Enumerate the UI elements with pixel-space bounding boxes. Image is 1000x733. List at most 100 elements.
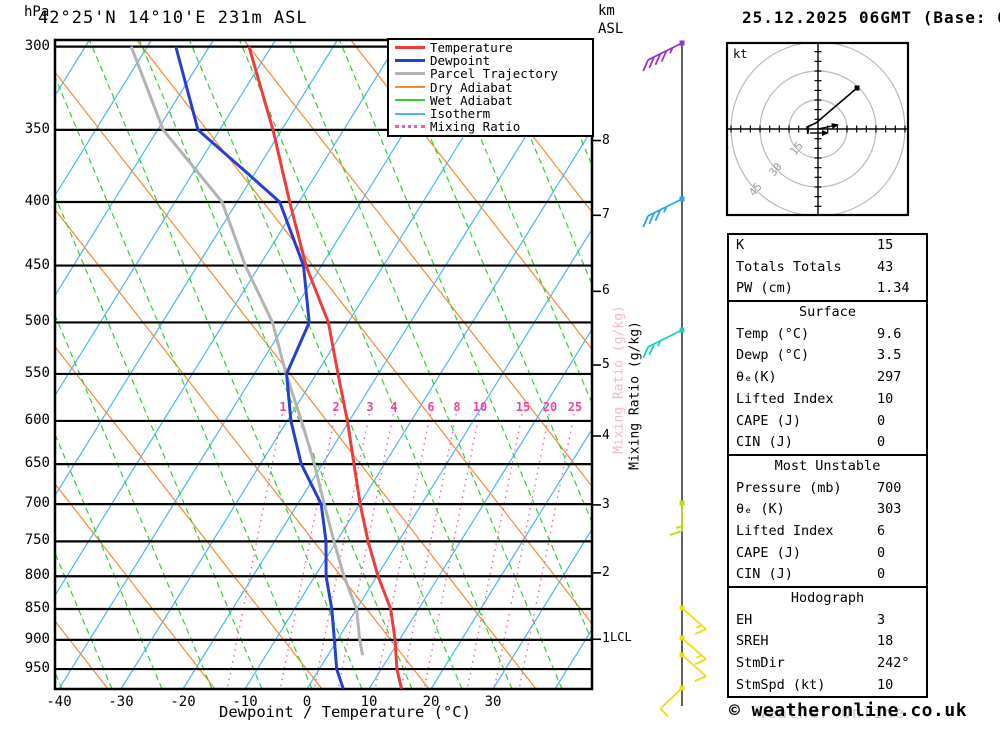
stats-row-label: θₑ(K) bbox=[736, 369, 777, 386]
pressure-tick-label: 850 bbox=[24, 600, 50, 616]
stats-row-value: 0 bbox=[877, 544, 886, 561]
legend-item-label: Temperature bbox=[430, 40, 513, 56]
legend-item-label: Mixing Ratio bbox=[430, 119, 521, 135]
km-tick-label: 6 bbox=[602, 283, 610, 299]
pressure-tick-label: 300 bbox=[24, 37, 50, 54]
mixing-ratio-value-label: 2 bbox=[332, 400, 340, 414]
stats-row: EH 3 bbox=[729, 610, 926, 632]
stats-box: Hodograph EH 3 SREH 18 StmDir 242° StmSpd (kt) 1… bbox=[727, 586, 928, 699]
stats-row-value: 0 bbox=[877, 434, 886, 451]
stats-row: CIN (J) 0 bbox=[729, 564, 926, 586]
pressure-tick-label: 950 bbox=[24, 660, 50, 677]
stats-row-label: CIN (J) bbox=[736, 566, 793, 583]
temperature-tick-label: 0 bbox=[302, 694, 312, 710]
stats-row: CIN (J) 0 bbox=[729, 432, 926, 454]
km-axis-unit: km bbox=[598, 3, 615, 19]
temperature-tick-label: -30 bbox=[108, 694, 134, 710]
stats-row: K 15 bbox=[729, 235, 926, 257]
legend-item: Mixing Ratio bbox=[389, 120, 592, 133]
mixing-ratio-value-label: 8 bbox=[453, 400, 461, 414]
km-tick-label: 8 bbox=[602, 132, 610, 148]
stats-row-value: 9.6 bbox=[877, 325, 902, 342]
stats-row-value: 0 bbox=[877, 412, 886, 429]
km-tick-label: 2 bbox=[602, 564, 610, 580]
km-tick-label: 5 bbox=[602, 357, 610, 373]
stats-box-title: Most Unstable bbox=[774, 457, 881, 474]
wind-barb bbox=[659, 685, 685, 718]
stats-row: CAPE (J) 0 bbox=[729, 411, 926, 433]
stats-row: Totals Totals 43 bbox=[729, 257, 926, 279]
pressure-tick-label: 900 bbox=[24, 630, 50, 647]
dewpoint-curve bbox=[174, 46, 345, 689]
stats-row-value: 297 bbox=[877, 369, 902, 386]
hodograph-unit-label: kt bbox=[733, 47, 748, 61]
stats-row-label: PW (cm) bbox=[736, 280, 793, 297]
stats-row: θₑ (K) 303 bbox=[729, 499, 926, 521]
stats-row-label: K bbox=[736, 237, 745, 253]
pressure-tick-label: 550 bbox=[24, 364, 50, 381]
stats-row-value: 1.34 bbox=[877, 280, 910, 297]
temperature-tick-label: 20 bbox=[422, 694, 440, 710]
stats-row: Lifted Index 10 bbox=[729, 389, 926, 411]
watermark-text: Weather Online bbox=[756, 703, 905, 722]
pressure-tick-label: 700 bbox=[24, 495, 50, 512]
stats-row: CAPE (J) 0 bbox=[729, 543, 926, 565]
stats-row-value: 242° bbox=[877, 655, 910, 672]
stats-box-title: Hodograph bbox=[790, 590, 865, 606]
legend-item: Dewpoint bbox=[389, 54, 592, 67]
pressure-tick-label: 350 bbox=[24, 120, 50, 137]
temperature-tick-label: 30 bbox=[484, 694, 502, 710]
parcel-trajectory-curve bbox=[129, 46, 365, 656]
stats-box: K 15 Totals Totals 43 PW (cm) 1.34 bbox=[727, 233, 928, 303]
wind-barb bbox=[679, 652, 707, 682]
stats-row-value: 15 bbox=[877, 237, 894, 253]
stats-row-value: 700 bbox=[877, 479, 902, 496]
temperature-axis-title: Dewpoint / Temperature (°C) bbox=[219, 703, 471, 721]
pressure-tick-label: 500 bbox=[24, 313, 50, 330]
temperature-curve bbox=[247, 46, 403, 689]
datetime-title: 25.12.2025 06GMT (Base: 06) bbox=[742, 8, 1000, 27]
pressure-tick-label: 750 bbox=[24, 532, 50, 549]
stats-row-value: 18 bbox=[877, 633, 894, 650]
stats-row-value: 43 bbox=[877, 258, 894, 275]
legend-line-sample bbox=[395, 86, 425, 89]
stats-row-label: Temp (°C) bbox=[736, 325, 810, 342]
mixing-ratio-value-label: 10 bbox=[472, 400, 488, 414]
stats-panel: K 15 Totals Totals 43 PW (cm) 1.34 Surface Temp… bbox=[727, 233, 928, 699]
km-tick-label: 3 bbox=[602, 496, 610, 512]
temperature-tick-label: 10 bbox=[360, 694, 378, 710]
stats-row: Dewp (°C) 3.5 bbox=[729, 345, 926, 367]
pressure-tick-label: 450 bbox=[24, 256, 50, 273]
mixing-ratio-value-label: 15 bbox=[515, 400, 531, 414]
stats-row-label: StmSpd (kt) bbox=[736, 676, 826, 693]
legend-item: Temperature bbox=[389, 41, 592, 54]
temperature-tick-label: -40 bbox=[46, 694, 72, 710]
wind-barb bbox=[679, 635, 707, 665]
stats-row-label: Lifted Index bbox=[736, 522, 834, 539]
wind-barb bbox=[642, 327, 685, 359]
profile-curves bbox=[129, 46, 403, 689]
stats-row-value: 3 bbox=[877, 611, 886, 628]
stats-row-label: θₑ (K) bbox=[736, 501, 785, 518]
pressure-axis-unit: hPa bbox=[24, 4, 50, 20]
stats-row-label: CAPE (J) bbox=[736, 544, 802, 561]
temperature-tick-label: -10 bbox=[232, 694, 258, 710]
stats-row-value: 303 bbox=[877, 501, 902, 518]
hodograph bbox=[725, 41, 910, 217]
station-title: 42°25'N 14°10'E 231m ASL bbox=[38, 8, 308, 28]
legend-line-sample bbox=[395, 99, 425, 102]
legend-item-label: Dewpoint bbox=[430, 53, 491, 69]
legend-item: Wet Adiabat bbox=[389, 94, 592, 107]
stats-row-label: CAPE (J) bbox=[736, 412, 802, 429]
stats-row: θₑ(K) 297 bbox=[729, 367, 926, 389]
wind-barb bbox=[642, 40, 685, 72]
stats-row-value: 10 bbox=[877, 676, 894, 693]
legend-item-label: Isotherm bbox=[430, 106, 491, 122]
mixing-ratio-value-label: 25 bbox=[567, 400, 583, 414]
stats-row-value: 10 bbox=[877, 390, 894, 407]
lcl-marker-label: LCL bbox=[610, 630, 632, 644]
stats-row: Pressure (mb) 700 bbox=[729, 478, 926, 500]
copyright-label: © weatheronline.co.uk bbox=[728, 700, 968, 721]
km-tick-label: 1 bbox=[602, 631, 610, 647]
wind-barb bbox=[642, 196, 685, 228]
